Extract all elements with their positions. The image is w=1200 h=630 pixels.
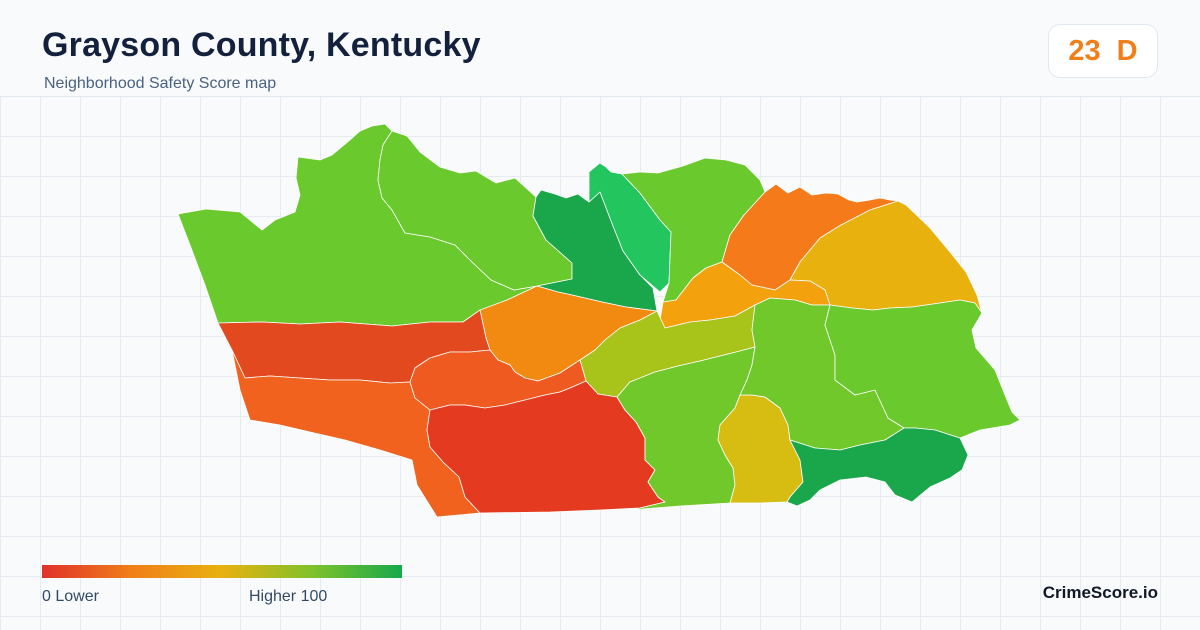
page-subtitle: Neighborhood Safety Score map — [44, 75, 277, 92]
page-title: Grayson County, Kentucky — [42, 26, 481, 64]
brand-logo-text[interactable]: CrimeScore.io — [1042, 583, 1158, 602]
safety-score-card: 23 D — [1048, 24, 1158, 78]
safety-grade: D — [1116, 34, 1138, 67]
legend-high-label: Higher 100 — [249, 588, 328, 605]
legend-low-label: 0 Lower — [42, 588, 99, 605]
safety-score-value: 23 — [1068, 34, 1101, 67]
header-divider — [0, 96, 1200, 97]
legend-gradient-bar — [42, 565, 402, 578]
map-region-southeast-darkgreen[interactable] — [786, 427, 969, 507]
map-region-north-center[interactable] — [532, 189, 658, 312]
map-region-far-east-green[interactable] — [824, 299, 1021, 439]
